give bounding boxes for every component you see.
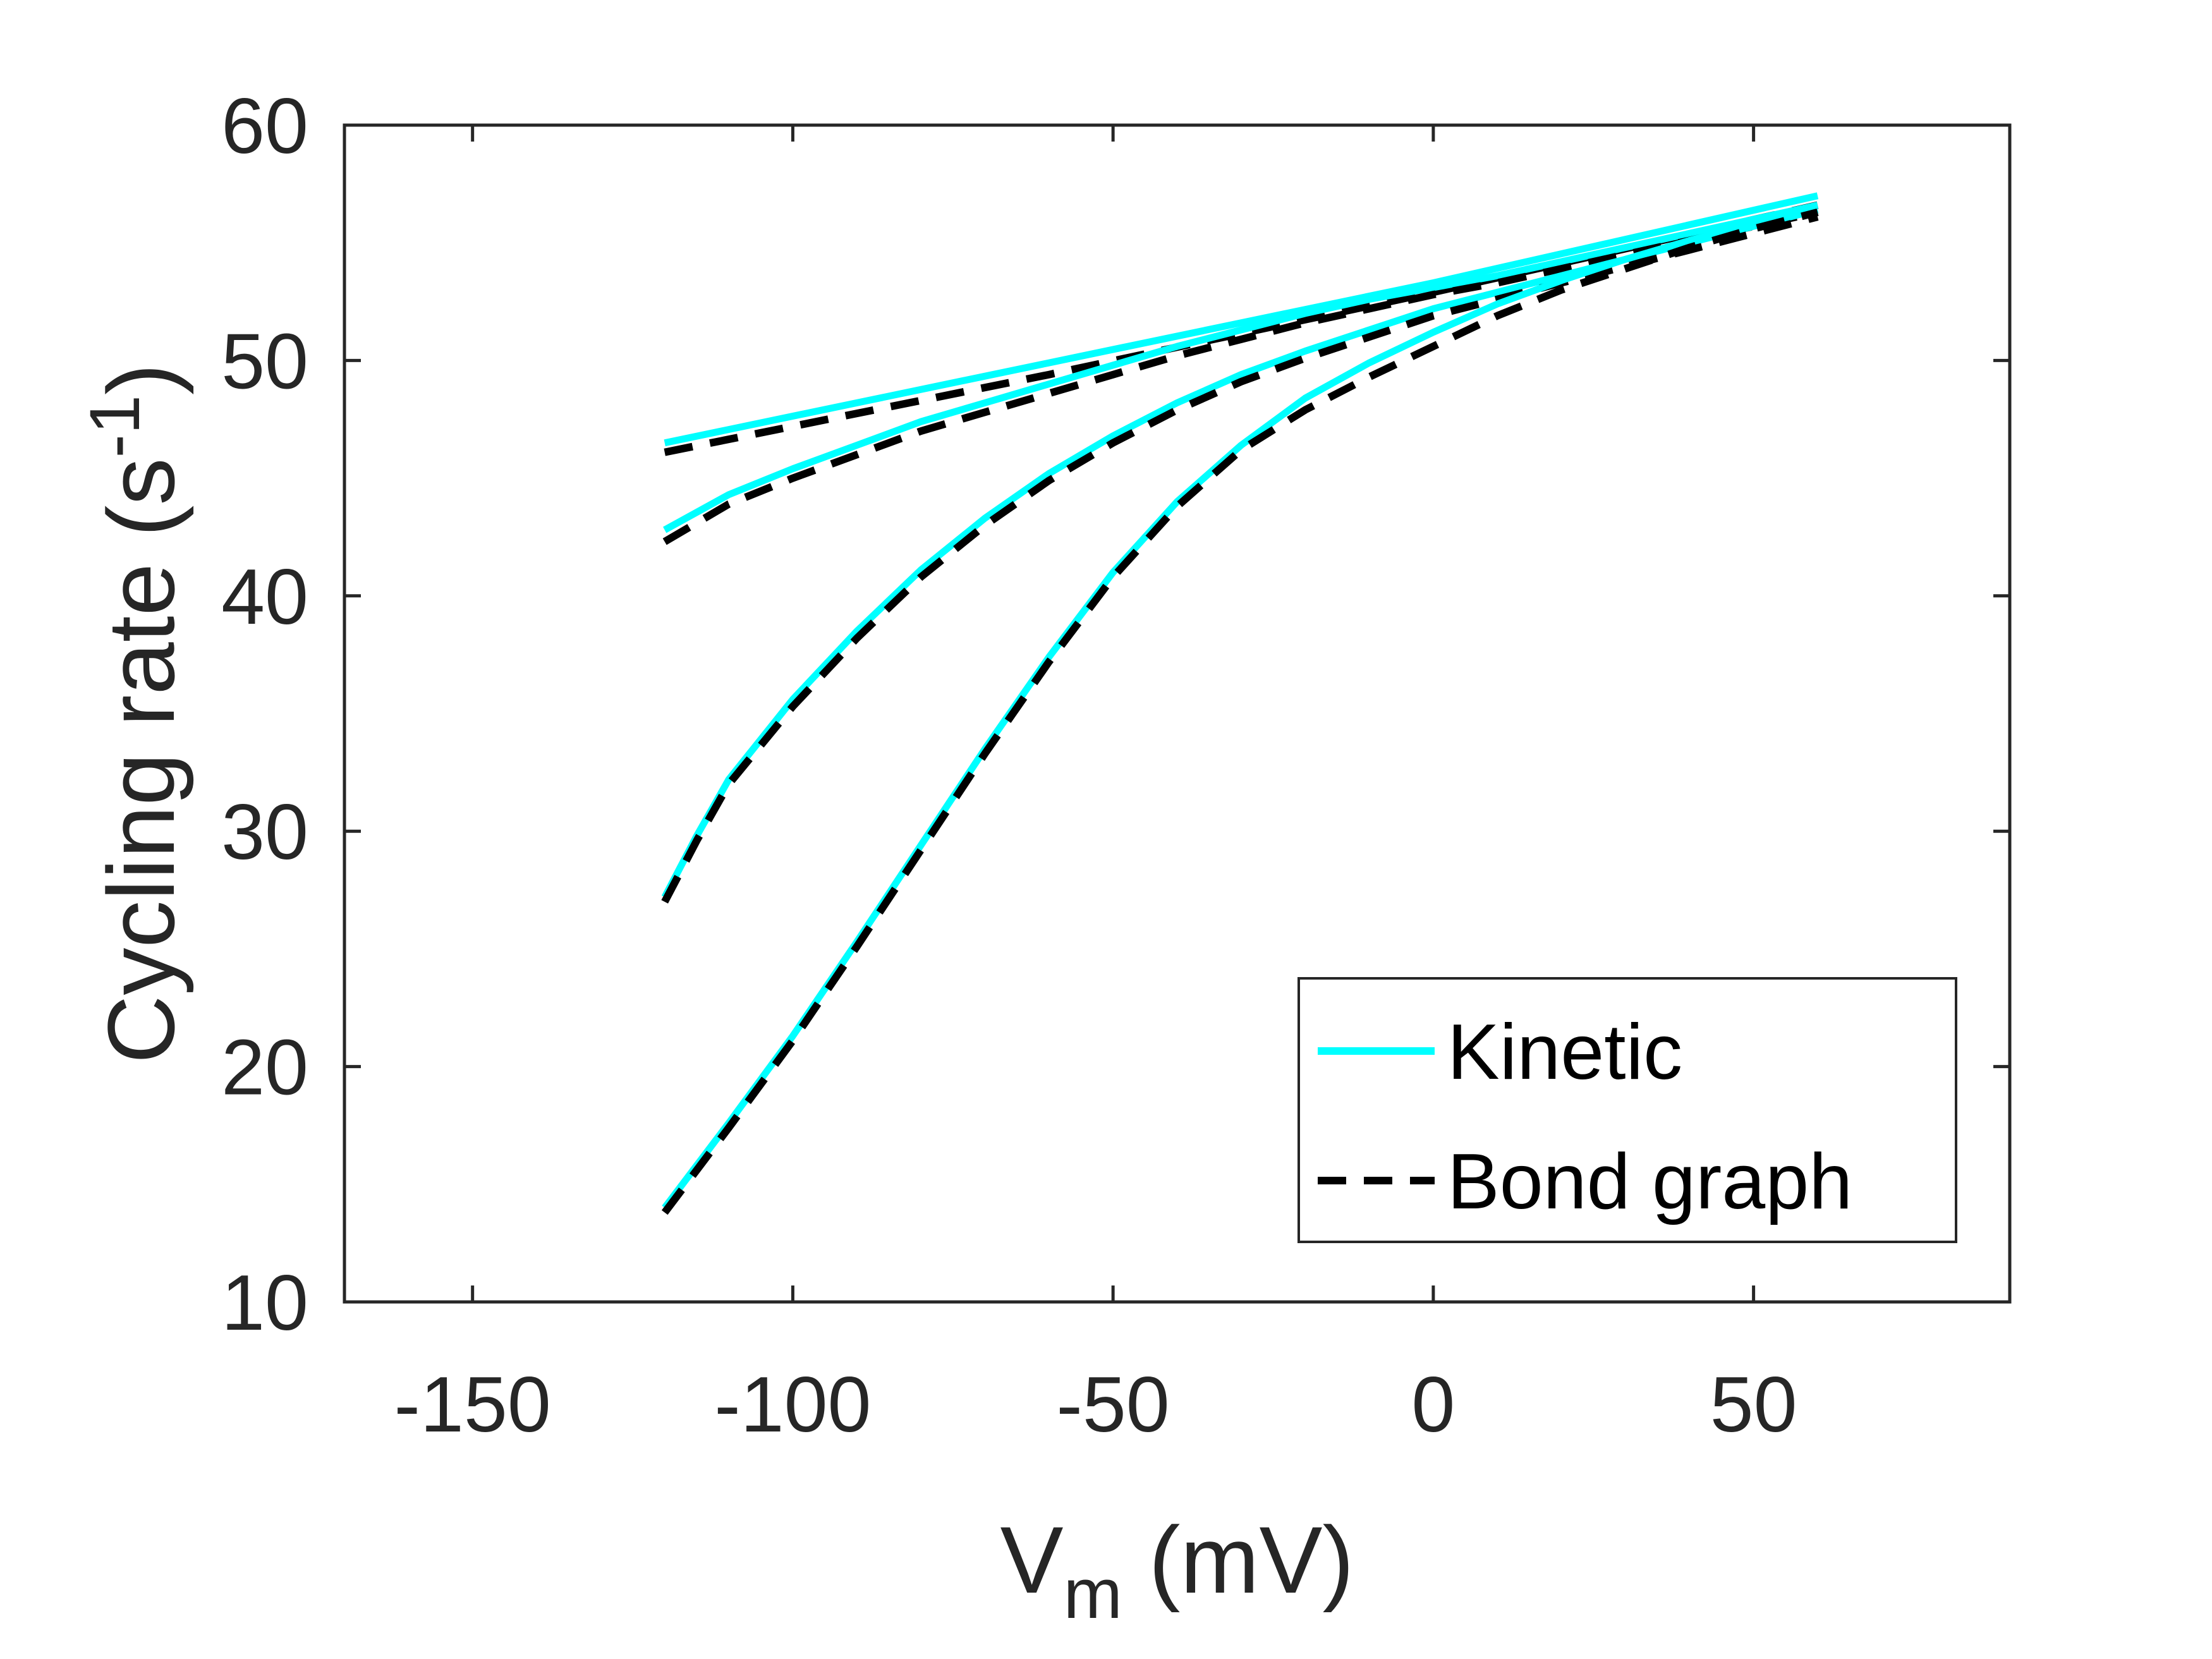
y-tick-labels: 10 20 30 40 50 60 bbox=[221, 83, 308, 1347]
x-axis-title-subscript: m bbox=[1064, 1554, 1122, 1633]
x-tick-label-4: 50 bbox=[1710, 1361, 1797, 1449]
series-line-5-bond-graph bbox=[661, 213, 1819, 904]
x-tick-label-2: -50 bbox=[1057, 1361, 1170, 1449]
y-tick-label-1: 20 bbox=[221, 1024, 308, 1112]
y-tick-label-5: 60 bbox=[221, 83, 308, 170]
x-axis-title-main: V bbox=[1000, 1507, 1064, 1613]
series-line-0-kinetic bbox=[664, 192, 1819, 447]
y-tick-label-4: 50 bbox=[221, 318, 308, 405]
y-tick-label-3: 40 bbox=[221, 554, 308, 641]
series-line-7-bond-graph bbox=[661, 208, 1819, 1215]
y-axis-title-rest: ) bbox=[88, 363, 194, 395]
x-axis-title: Vm (mV) bbox=[1000, 1507, 1354, 1633]
y-tick-label-0: 10 bbox=[221, 1260, 308, 1347]
y-axis-title-superscript: -1 bbox=[75, 395, 154, 458]
legend-box bbox=[1297, 977, 1957, 1243]
x-tick-label-1: -100 bbox=[714, 1361, 871, 1449]
y-axis-title: Cycling rate (s-1) bbox=[75, 363, 194, 1064]
series-line-2-kinetic bbox=[663, 202, 1819, 533]
y-axis-title-main: Cycling rate (s bbox=[88, 458, 194, 1064]
series-line-3-bond-graph bbox=[662, 208, 1819, 545]
legend: Kinetic Bond graph bbox=[1297, 977, 1957, 1243]
legend-bond-graph-label: Bond graph bbox=[1447, 1138, 1852, 1225]
y-tick-label-2: 30 bbox=[221, 789, 308, 876]
plot-area-frame bbox=[343, 123, 2012, 1304]
x-tick-labels: -150 -100 -50 0 50 bbox=[394, 1361, 1797, 1449]
series-layer bbox=[661, 192, 1819, 1215]
x-tick-label-0: -150 bbox=[394, 1361, 551, 1449]
axis-ticks bbox=[344, 123, 2010, 1304]
legend-kinetic-label: Kinetic bbox=[1447, 1009, 1682, 1096]
x-tick-label-3: 0 bbox=[1411, 1361, 1455, 1449]
x-axis-title-rest: (mV) bbox=[1122, 1507, 1354, 1613]
